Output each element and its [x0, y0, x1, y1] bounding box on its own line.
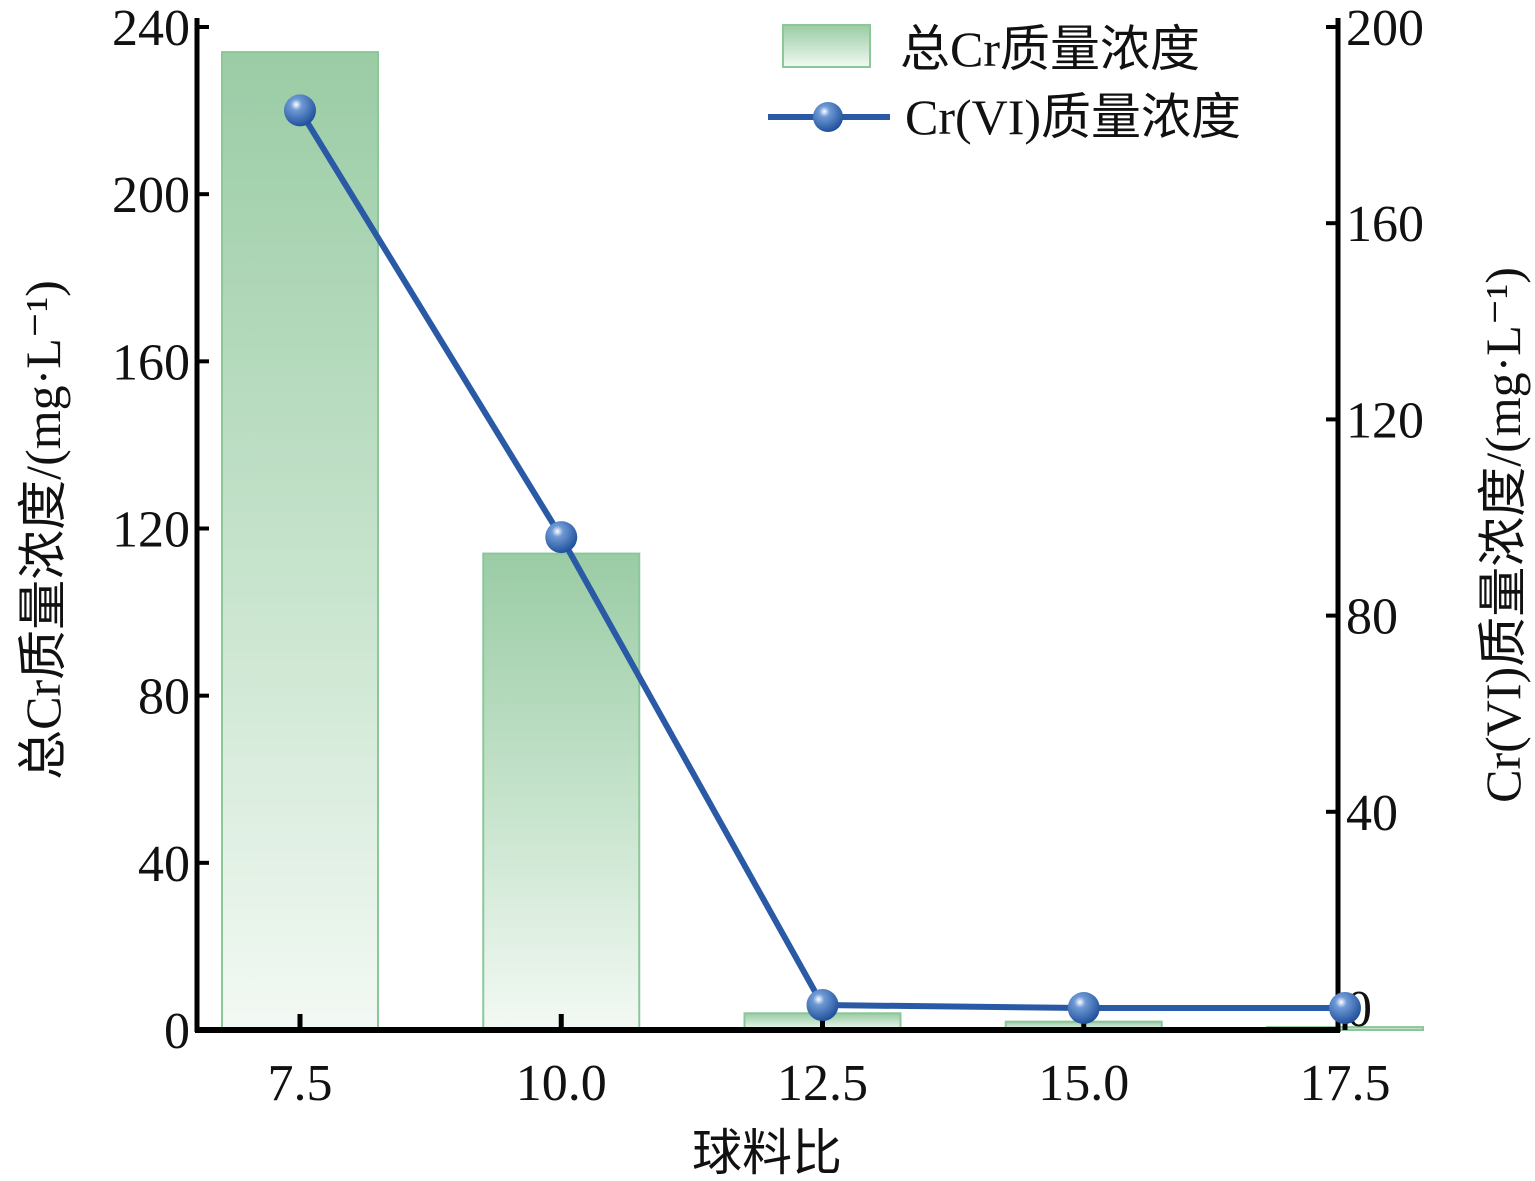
right-y-tick-label-120: 120	[1346, 392, 1424, 449]
cr6-point-7.5	[284, 94, 316, 127]
left-y-tick-label-200: 200	[112, 167, 190, 224]
legend-label-cr6: Cr(VI)质量浓度	[905, 89, 1241, 145]
right-y-tick-label-80: 80	[1346, 589, 1398, 646]
left-y-tick-label-80: 80	[138, 669, 190, 726]
legend: 总Cr质量浓度 Cr(VI)质量浓度	[768, 21, 1241, 145]
x-tick-label-15.0: 15.0	[1038, 1055, 1129, 1112]
cr6-point-15.0	[1067, 992, 1100, 1024]
left-y-tick-label-120: 120	[112, 502, 190, 559]
left-y-tick-label-0: 0	[164, 1003, 190, 1060]
x-tick-label-12.5: 12.5	[777, 1055, 868, 1112]
legend-line-marker	[813, 102, 843, 132]
bar-10.0	[482, 552, 641, 1031]
right-y-tick-label-160: 160	[1346, 196, 1424, 253]
left-y-axis-title: 总Cr质量浓度/(mg·L⁻¹)	[15, 280, 71, 780]
right-y-axis-title: Cr(VI)质量浓度/(mg·L⁻¹)	[1475, 267, 1531, 803]
bar-7.5	[221, 51, 379, 1031]
legend-bar-swatch	[782, 24, 871, 68]
left-y-tick-label-240: 240	[112, 0, 190, 57]
cr6-point-12.5	[806, 989, 839, 1022]
x-tick-label-10.0: 10.0	[516, 1055, 607, 1112]
cr6-point-17.5	[1329, 992, 1361, 1024]
left-y-tick-label-40: 40	[138, 836, 190, 893]
x-tick-label-7.5: 7.5	[268, 1055, 333, 1112]
cr6-point-10.0	[545, 521, 578, 554]
x-axis-title: 球料比	[692, 1125, 842, 1181]
x-tick-label-17.5: 17.5	[1300, 1055, 1391, 1112]
left-y-tick-label-160: 160	[112, 334, 190, 391]
right-y-tick-label-40: 40	[1346, 785, 1398, 842]
legend-label-total-cr: 总Cr质量浓度	[900, 21, 1200, 77]
right-y-tick-label-200: 200	[1346, 0, 1424, 57]
cr6-series-line	[297, 108, 1345, 1011]
